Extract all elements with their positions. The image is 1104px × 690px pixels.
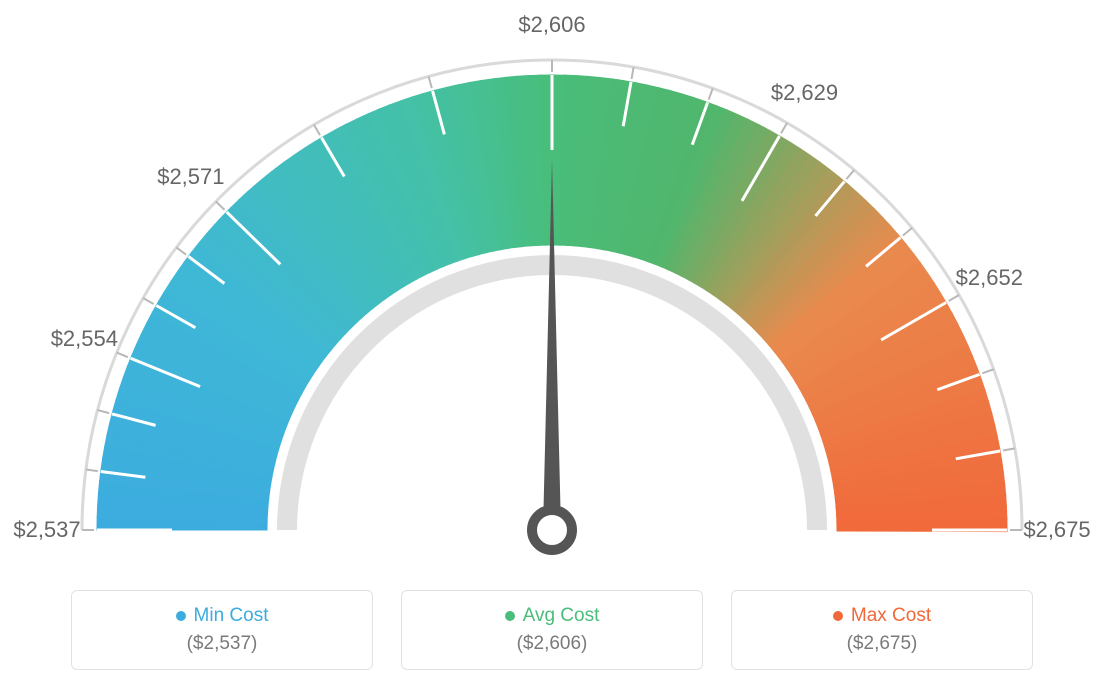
legend-dot-avg <box>505 611 515 621</box>
legend-value-max: ($2,675) <box>847 633 918 655</box>
legend-value-avg: ($2,606) <box>517 633 588 655</box>
legend-dot-min <box>176 611 186 621</box>
gauge-tick-label: $2,606 <box>518 12 585 38</box>
legend-title-max: Max Cost <box>833 605 931 627</box>
legend-dot-max <box>833 611 843 621</box>
legend-label-min: Min Cost <box>194 605 269 627</box>
gauge-tick-label: $2,675 <box>1023 517 1090 543</box>
legend-card-max: Max Cost ($2,675) <box>731 590 1033 670</box>
gauge-tick-label: $2,571 <box>157 164 224 190</box>
legend-label-max: Max Cost <box>851 605 931 627</box>
gauge-area: $2,537 $2,554 $2,571 $2,606 $2,629 $2,652 $2,6… <box>0 0 1104 560</box>
legend-value-min: ($2,537) <box>187 633 258 655</box>
gauge-needle-hub <box>532 510 572 550</box>
legend-row: Min Cost ($2,537) Avg Cost ($2,606) Max … <box>0 590 1104 670</box>
legend-label-avg: Avg Cost <box>523 605 600 627</box>
gauge-tick-label: $2,652 <box>956 265 1023 291</box>
gauge-tick-label: $2,537 <box>13 517 80 543</box>
legend-card-avg: Avg Cost ($2,606) <box>401 590 703 670</box>
gauge-tick-label: $2,629 <box>771 80 838 106</box>
chart-container: $2,537 $2,554 $2,571 $2,606 $2,629 $2,652 $2,6… <box>0 0 1104 690</box>
legend-title-avg: Avg Cost <box>505 605 600 627</box>
legend-title-min: Min Cost <box>176 605 269 627</box>
legend-card-min: Min Cost ($2,537) <box>71 590 373 670</box>
gauge-svg <box>0 0 1104 560</box>
gauge-tick-label: $2,554 <box>51 326 118 352</box>
